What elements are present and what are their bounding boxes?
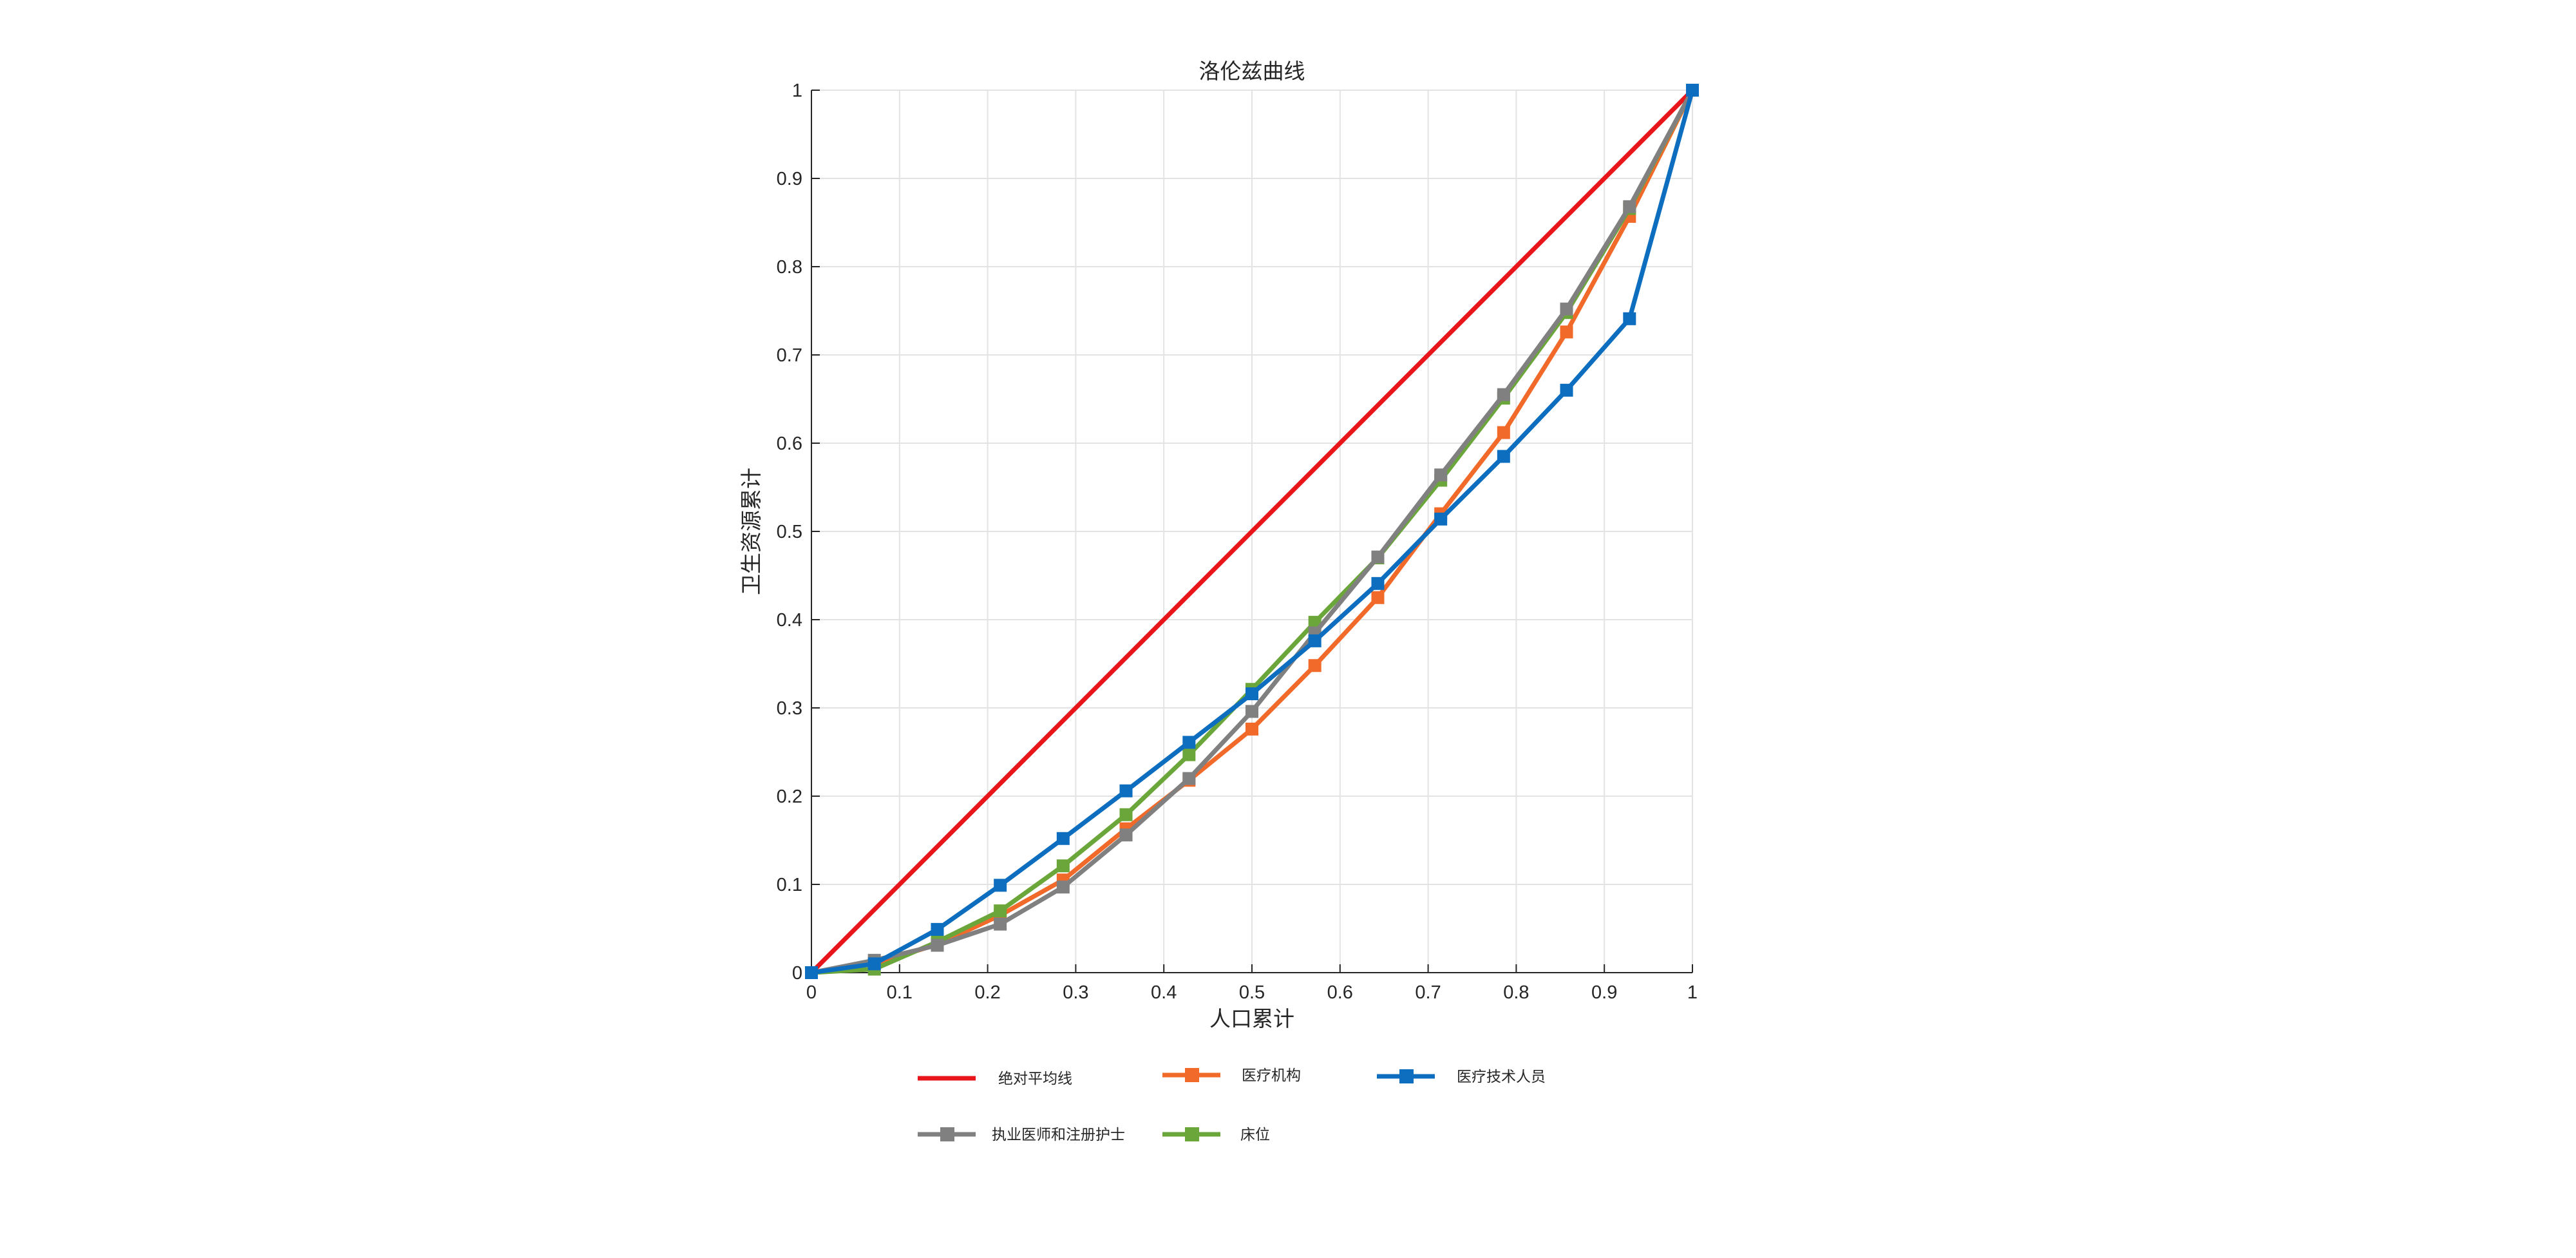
data-point: [1245, 687, 1258, 701]
x-axis-ticks: 0 0.1 0.2 0.3 0.4 0.5 0.6 0.7 0.8 0.9 1: [806, 964, 1698, 1003]
data-point: [1119, 784, 1133, 797]
data-point: [1056, 859, 1070, 873]
chart-title: 洛伦兹曲线: [1199, 59, 1305, 84]
legend-item-0: 绝对平均线: [918, 1071, 1072, 1087]
data-point: [931, 939, 944, 952]
data-point: [1686, 84, 1699, 97]
x-tick-label: 0.8: [1503, 982, 1529, 1003]
legend-item-3: 执业医师和注册护士: [918, 1127, 1125, 1143]
y-tick-label: 0.3: [777, 698, 802, 719]
data-point: [805, 966, 818, 979]
x-tick-label: 0.3: [1063, 982, 1088, 1003]
data-point: [1623, 200, 1636, 213]
y-tick-label: 0.8: [777, 257, 802, 278]
data-point: [1371, 550, 1385, 564]
data-point: [1497, 426, 1510, 439]
data-point: [1497, 388, 1510, 401]
x-tick-label: 0: [806, 982, 817, 1003]
data-point: [1497, 450, 1510, 463]
y-tick-label: 0.2: [777, 786, 802, 807]
data-point: [931, 922, 944, 936]
x-tick-label: 0.1: [887, 982, 913, 1003]
x-tick-label: 0.7: [1415, 982, 1441, 1003]
series-0: [810, 88, 1694, 975]
series-line: [810, 88, 1694, 975]
legend-label: 执业医师和注册护士: [992, 1127, 1125, 1143]
data-point: [994, 904, 1007, 918]
y-tick-label: 0.9: [777, 169, 802, 189]
data-point: [1623, 312, 1636, 325]
x-tick-label: 0.9: [1591, 982, 1617, 1003]
data-point: [1056, 881, 1070, 894]
y-tick-label: 0.7: [777, 345, 802, 366]
legend-swatch-marker: [1399, 1069, 1414, 1083]
y-axis-label: 卫生资源累计: [739, 468, 764, 595]
data-point: [1560, 325, 1573, 339]
x-tick-label: 0.2: [974, 982, 1000, 1003]
legend-label: 医疗机构: [1242, 1067, 1301, 1084]
data-point: [1119, 808, 1133, 821]
y-tick-label: 0.4: [777, 610, 802, 631]
legend-swatch-marker: [1185, 1068, 1199, 1082]
data-point: [1245, 722, 1258, 736]
data-point: [1434, 512, 1448, 526]
y-tick-label: 0.6: [777, 434, 802, 454]
data-point: [994, 879, 1007, 892]
series-2: [805, 84, 1699, 979]
x-tick-label: 0.5: [1239, 982, 1265, 1003]
legend-label: 绝对平均线: [998, 1071, 1072, 1087]
y-tick-label: 0: [792, 963, 802, 984]
data-point: [1560, 302, 1573, 316]
data-point: [1182, 748, 1196, 761]
x-tick-label: 0.6: [1327, 982, 1353, 1003]
data-point: [1119, 828, 1133, 842]
data-point: [994, 917, 1007, 931]
x-axis-label: 人口累计: [1209, 1006, 1294, 1031]
series-layer: [805, 84, 1699, 979]
x-tick-label: 1: [1687, 982, 1698, 1003]
data-point: [1182, 772, 1196, 785]
y-tick-label: 1: [792, 81, 802, 101]
legend-item-4: 床位: [1162, 1127, 1270, 1143]
y-axis-ticks: 0 0.1 0.2 0.3 0.4 0.5 0.6 0.7 0.8 0.9 1: [777, 81, 820, 984]
y-tick-label: 0.5: [777, 522, 802, 542]
legend-label: 医疗技术人员: [1457, 1069, 1546, 1085]
data-point: [1308, 659, 1321, 672]
x-tick-label: 0.4: [1151, 982, 1177, 1003]
data-point: [1308, 634, 1321, 647]
data-point: [1371, 577, 1385, 590]
legend-swatch-marker: [1185, 1127, 1199, 1141]
data-point: [1056, 832, 1070, 845]
data-point: [867, 957, 881, 971]
data-point: [1182, 736, 1196, 749]
y-tick-label: 0.1: [777, 875, 802, 895]
legend-swatch-marker: [940, 1127, 954, 1141]
data-point: [1245, 705, 1258, 718]
legend-label: 床位: [1240, 1127, 1270, 1143]
legend-item-2: 医疗技术人员: [1377, 1069, 1546, 1085]
legend-item-1: 医疗机构: [1162, 1067, 1301, 1084]
data-point: [1371, 591, 1385, 604]
data-point: [1434, 468, 1448, 482]
data-point: [1560, 383, 1573, 397]
